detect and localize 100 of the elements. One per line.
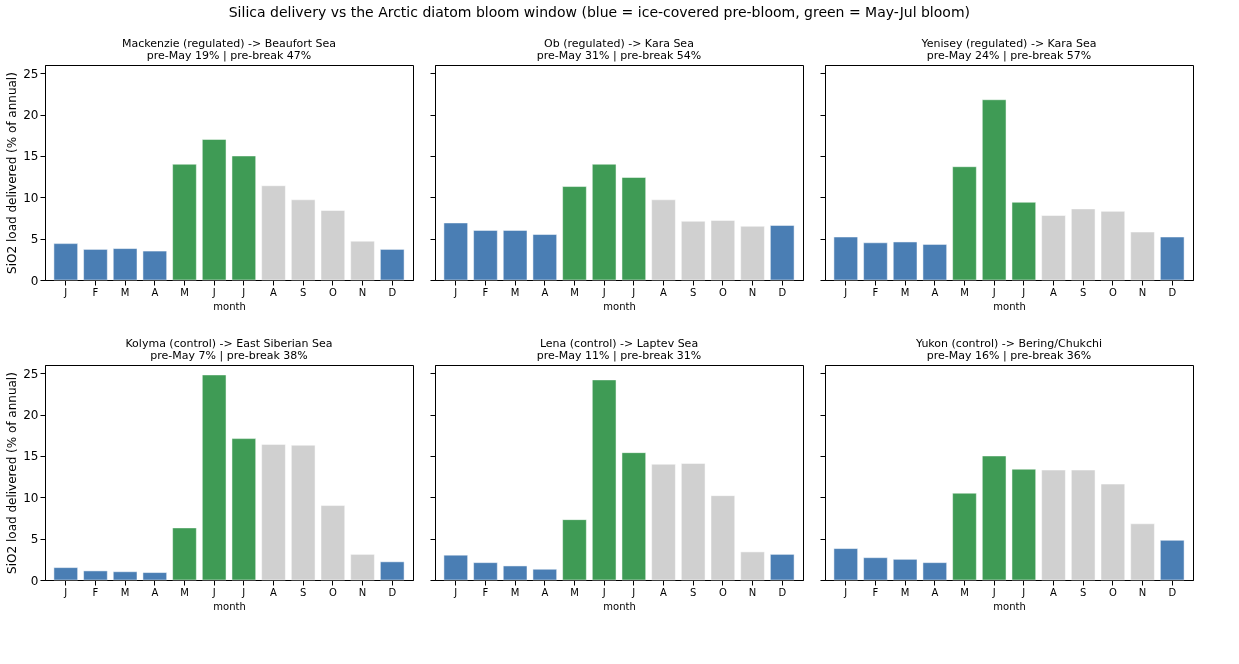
x-axis-title: month: [213, 600, 246, 612]
x-tick-label: M: [180, 586, 189, 598]
bar: [380, 249, 405, 281]
x-tick-label: A: [541, 286, 549, 298]
y-tick-label: 5: [30, 232, 39, 247]
bar: [231, 438, 256, 581]
bar: [770, 225, 795, 281]
bar: [740, 551, 765, 581]
x-tick-label: F: [92, 586, 99, 598]
x-tick-label: D: [388, 586, 397, 598]
x-tick-label: D: [1168, 586, 1177, 598]
x-tick-label: A: [151, 286, 159, 298]
x-tick-label: N: [358, 286, 367, 298]
x-tick-label: J: [241, 586, 246, 598]
bar: [1130, 231, 1155, 281]
x-tick-label: J: [991, 286, 996, 298]
x-tick-label: O: [718, 286, 727, 298]
x-tick-label: M: [120, 586, 130, 598]
bar: [261, 444, 286, 581]
bar: [83, 570, 108, 581]
x-axis-title: month: [993, 300, 1026, 312]
chart-subtitle: pre-May 24% | pre-break 57%: [926, 49, 1092, 62]
x-tick-label: J: [453, 286, 458, 298]
bar: [952, 166, 977, 281]
x-tick-label: J: [63, 586, 68, 598]
bar: [621, 177, 646, 281]
bar: [53, 567, 78, 581]
x-tick-label: F: [872, 586, 879, 598]
x-tick-label: M: [510, 286, 520, 298]
x-tick-label: J: [453, 586, 458, 598]
bar: [1160, 236, 1185, 281]
bar: [231, 155, 256, 281]
bar: [142, 572, 167, 581]
bar: [1130, 523, 1155, 581]
bar: [1100, 483, 1125, 581]
bar: [982, 455, 1007, 581]
y-tick-label: 20: [23, 108, 39, 123]
chart-subtitle: pre-May 31% | pre-break 54%: [536, 49, 702, 62]
x-tick-label: M: [120, 286, 130, 298]
x-tick-label: D: [1168, 286, 1177, 298]
x-tick-label: M: [960, 586, 969, 598]
y-tick-label: 25: [23, 366, 39, 381]
bar: [1071, 208, 1096, 281]
bar: [893, 241, 918, 281]
x-tick-label: J: [1021, 586, 1026, 598]
x-tick-label: A: [931, 586, 939, 598]
bar: [142, 250, 167, 281]
x-tick-label: F: [482, 586, 489, 598]
x-tick-label: A: [541, 586, 549, 598]
bar: [53, 243, 78, 281]
x-tick-label: F: [872, 286, 879, 298]
bar: [710, 220, 735, 281]
x-tick-label: D: [388, 286, 397, 298]
chart-subtitle: pre-May 11% | pre-break 31%: [536, 349, 702, 362]
bar: [1041, 215, 1066, 281]
y-tick-label: 15: [23, 449, 39, 464]
chart-title: Ob (regulated) -> Kara Sea: [544, 37, 694, 50]
bar: [291, 444, 316, 581]
bar: [380, 561, 405, 581]
x-tick-label: O: [1108, 286, 1117, 298]
bar: [922, 562, 947, 581]
x-tick-label: N: [1138, 286, 1147, 298]
x-tick-label: J: [843, 586, 848, 598]
bar: [651, 199, 676, 281]
bar: [443, 222, 468, 281]
x-tick-label: M: [570, 286, 579, 298]
bar: [1011, 468, 1036, 581]
x-tick-label: D: [778, 586, 787, 598]
bar: [473, 230, 498, 281]
x-tick-label: A: [931, 286, 939, 298]
x-tick-label: A: [660, 586, 668, 598]
bar: [1100, 211, 1125, 281]
chart-title: Mackenzie (regulated) -> Beaufort Sea: [121, 37, 337, 50]
bar: [532, 234, 557, 281]
x-tick-label: M: [570, 586, 579, 598]
y-axis-title: SiO2 load delivered (% of annual): [5, 372, 20, 574]
x-tick-label: S: [1080, 586, 1087, 598]
bar: [592, 379, 617, 581]
bar: [1041, 469, 1066, 581]
bar: [651, 463, 676, 581]
x-tick-label: N: [1138, 586, 1147, 598]
y-tick-label: 10: [23, 490, 39, 505]
x-tick-label: F: [92, 286, 99, 298]
x-tick-label: J: [241, 286, 246, 298]
bar: [503, 230, 528, 281]
y-tick-label: 5: [30, 532, 39, 547]
bar: [1071, 469, 1096, 581]
bar: [770, 554, 795, 581]
x-tick-label: M: [510, 586, 520, 598]
bar: [443, 554, 468, 581]
bar: [350, 240, 375, 281]
bar: [621, 452, 646, 581]
bar: [710, 495, 735, 581]
x-tick-label: J: [601, 586, 606, 598]
x-tick-label: J: [631, 586, 636, 598]
bar: [172, 163, 197, 281]
x-tick-label: A: [1050, 286, 1058, 298]
bar: [172, 527, 197, 581]
x-tick-label: S: [690, 286, 697, 298]
x-tick-label: A: [151, 586, 159, 598]
